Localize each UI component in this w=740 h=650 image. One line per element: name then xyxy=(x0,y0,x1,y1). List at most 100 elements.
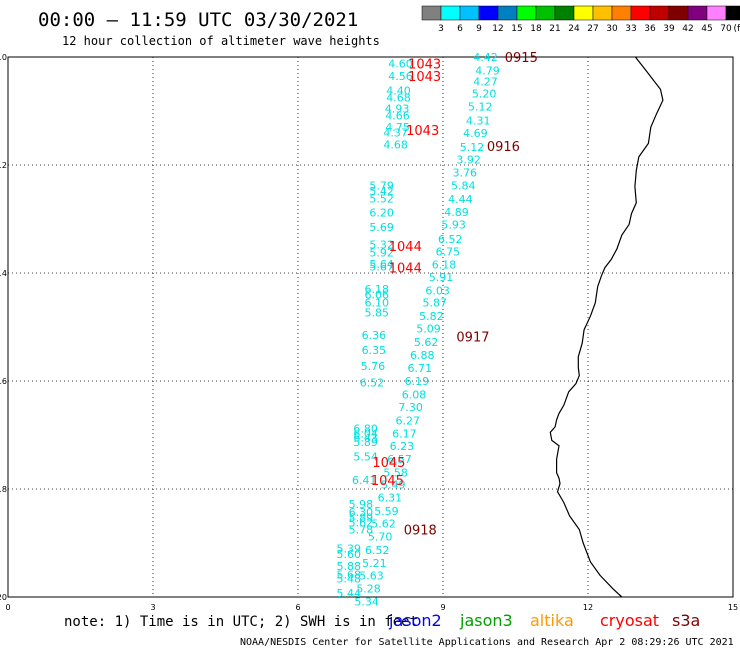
wave-height-label: 5.44 xyxy=(337,587,362,600)
wave-height-label: 5.92 xyxy=(369,246,394,259)
legend-s3a: s3a xyxy=(672,611,700,630)
satellite-legend: jason2 jason3 altika cryosat s3a xyxy=(388,611,700,630)
y-tick-label: -14 xyxy=(0,269,7,278)
wave-height-label: 4.42 xyxy=(473,51,498,64)
wave-height-label: 5.34 xyxy=(354,595,379,608)
colorbar-swatch xyxy=(706,5,727,21)
wave-height-label: 6.06 xyxy=(365,289,390,302)
wave-height-label: 6.36 xyxy=(362,329,387,342)
wave-height-label: 5.12 xyxy=(460,141,485,154)
pass-time-label: 0915 xyxy=(505,51,538,66)
wave-height-label: 4.66 xyxy=(385,109,410,122)
wave-height-label: 6.23 xyxy=(390,440,415,453)
colorbar-label: 45 xyxy=(701,24,712,34)
wave-height-label: 7.30 xyxy=(398,401,423,414)
colorbar-swatch xyxy=(687,5,708,21)
wave-height-label: 6.52 xyxy=(360,377,385,390)
wave-height-label: 5.84 xyxy=(451,180,476,193)
wave-height-label: 6.30 xyxy=(349,506,374,519)
x-tick-label: 9 xyxy=(440,603,445,612)
wave-height-label: 6.03 xyxy=(425,284,450,297)
wave-height-label: 5.69 xyxy=(369,221,394,234)
wave-height-label: 5.79 xyxy=(369,180,394,193)
wave-height-label: 4.68 xyxy=(383,138,408,151)
colorbar-label: 33 xyxy=(625,24,636,34)
x-tick-label: 3 xyxy=(150,603,155,612)
wave-height-label: 6.57 xyxy=(387,453,412,466)
pass-time-label: 0917 xyxy=(456,331,489,346)
wave-height-label: 5.62 xyxy=(349,516,374,529)
colorbar-label: 6 xyxy=(457,24,463,34)
wave-height-label: 6.10 xyxy=(365,297,390,310)
wave-height-label: 5.62 xyxy=(371,518,396,531)
wave-height-label: 5.52 xyxy=(369,192,394,205)
wave-height-label: 4.44 xyxy=(448,193,473,206)
wave-height-label: 6.18 xyxy=(432,258,457,271)
colorbar-swatch xyxy=(478,5,499,21)
wave-height-label: 5.32 xyxy=(369,238,394,251)
pass-time-label: 1044 xyxy=(389,262,422,277)
wave-height-label: 5.78 xyxy=(349,524,374,537)
wave-height-label: 4.69 xyxy=(463,127,488,140)
colorbar-swatch xyxy=(592,5,613,21)
chart-subtitle: 12 hour collection of altimeter wave hei… xyxy=(62,34,380,48)
wave-height-label: 4.56 xyxy=(388,70,413,83)
wave-height-label: 4.68 xyxy=(386,92,411,105)
colorbar-swatch xyxy=(573,5,594,21)
wave-height-label: 5.89 xyxy=(353,436,378,449)
plot-frame xyxy=(7,56,734,598)
colorbar-label: 24 xyxy=(568,24,580,34)
colorbar-label: 18 xyxy=(530,24,542,34)
wave-height-label: 5.20 xyxy=(472,88,497,101)
wave-height-label: 5.67 xyxy=(369,261,394,274)
colorbar-swatch xyxy=(497,5,518,21)
wave-height-label: 5.60 xyxy=(337,548,362,561)
wave-height-label: 4.79 xyxy=(475,65,500,78)
legend-jason3: jason3 xyxy=(459,611,513,630)
wave-height-label: 5.48 xyxy=(337,573,362,586)
wave-height-label: 5.88 xyxy=(337,560,362,573)
wave-height-label: 6.19 xyxy=(405,375,430,388)
colorbar-swatch xyxy=(421,5,442,21)
colorbar-label: 36 xyxy=(644,24,656,34)
colorbar-swatch xyxy=(535,5,556,21)
wave-height-label: 6.27 xyxy=(395,414,420,427)
wave-height-label: 5.85 xyxy=(365,306,390,319)
wave-height-label: 3.76 xyxy=(453,167,478,180)
wave-height-label: 4.31 xyxy=(466,115,491,128)
colorbar-label: 21 xyxy=(549,24,560,34)
wave-height-label: 5.70 xyxy=(368,531,393,544)
wave-height-label: 6.88 xyxy=(410,349,435,362)
pass-time-label: 0916 xyxy=(487,140,520,155)
plot-area: 03691215-10-12-14-16-18-204.424.794.275.… xyxy=(0,51,738,612)
colorbar-label: 39 xyxy=(663,24,675,34)
wave-height-label: 5.12 xyxy=(468,101,493,114)
y-tick-label: -20 xyxy=(0,593,7,602)
colorbar-swatch xyxy=(725,5,740,21)
chart-title: 00:00 – 11:59 UTC 03/30/2021 xyxy=(38,9,358,31)
colorbar-label: 12 xyxy=(492,24,503,34)
wave-height-label: 6.04 xyxy=(353,427,378,440)
colorbar-label: 70 xyxy=(720,24,732,34)
pass-time-label: 1043 xyxy=(406,124,439,139)
wave-height-label: 5.58 xyxy=(383,466,408,479)
wave-height-label: 6.18 xyxy=(365,283,390,296)
note-text: note: 1) Time is in UTC; 2) SWH is in fe… xyxy=(64,614,418,630)
wave-height-label: 5.54 xyxy=(353,451,378,464)
wave-height-label: 4.93 xyxy=(385,102,410,115)
colorbar-swatch xyxy=(516,5,537,21)
wave-height-label: 5.64 xyxy=(369,258,394,271)
colorbar-label: 15 xyxy=(511,24,522,34)
wave-height-label: 4.27 xyxy=(473,75,498,88)
colorbar-swatch xyxy=(440,5,461,21)
wave-height-label: 6.75 xyxy=(436,245,461,258)
wave-height-label: 6.08 xyxy=(402,389,427,402)
wave-height-label: 5.09 xyxy=(416,323,441,336)
colorbar-label: 9 xyxy=(476,24,482,34)
legend-cryosat: cryosat xyxy=(600,611,659,630)
y-tick-label: -18 xyxy=(0,485,7,494)
colorbar-swatch xyxy=(554,5,575,21)
colorbar-label: 3 xyxy=(438,24,444,34)
